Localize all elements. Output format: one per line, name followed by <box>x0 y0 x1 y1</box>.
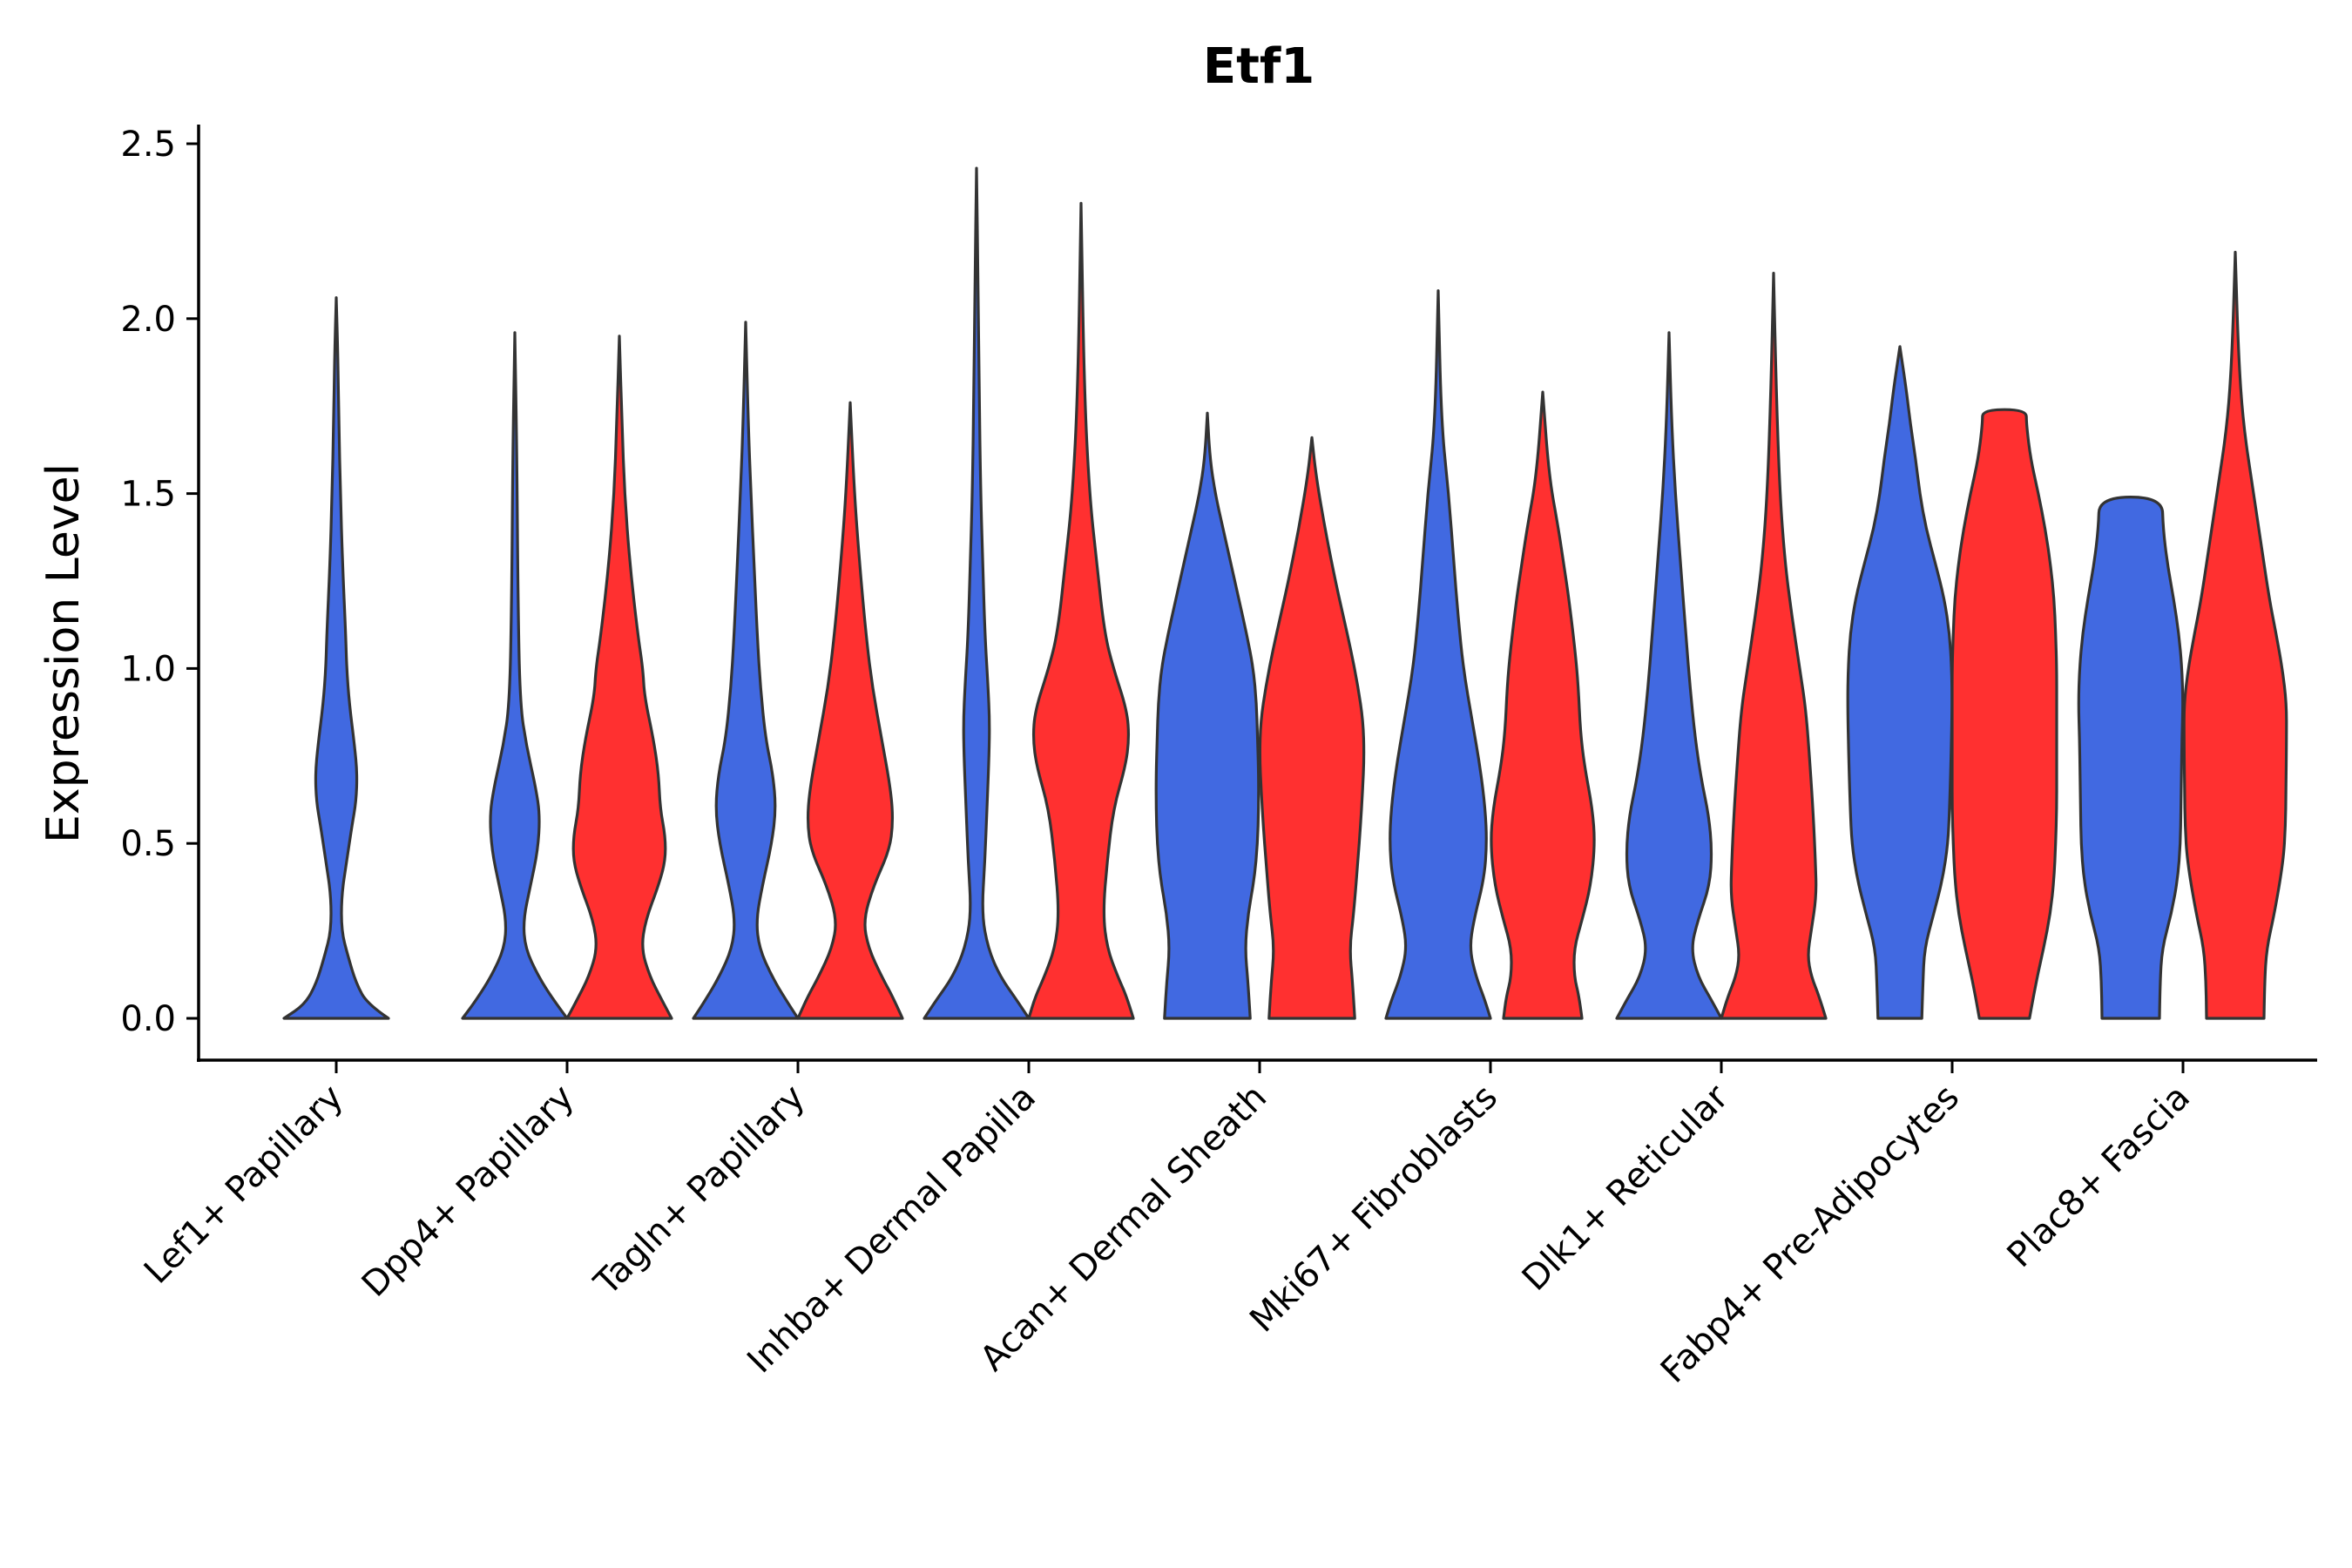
violin-blue-7 <box>1846 345 1954 1020</box>
y-axis-label: Expression Level <box>37 463 90 843</box>
violin-red-2 <box>796 401 904 1020</box>
violin-blue-8 <box>2077 496 2185 1020</box>
violins-group <box>282 166 2288 1020</box>
chart-title: Etf1 <box>1203 38 1315 95</box>
violin-blue-6 <box>1615 331 1723 1020</box>
y-tick-label: 0.5 <box>120 824 176 864</box>
violin-blue-3 <box>923 166 1031 1020</box>
violin-red-5 <box>1490 390 1596 1020</box>
violin-red-1 <box>565 335 673 1020</box>
violin-blue-4 <box>1154 411 1260 1020</box>
x-tick-label: Tagln+ Papillary <box>586 1078 813 1304</box>
y-tick-label: 2.5 <box>120 125 176 165</box>
violin-red-7 <box>1950 408 2058 1020</box>
x-tick-label: Dpp4+ Papillary <box>355 1078 582 1305</box>
x-tick-label: Lef1+ Papillary <box>137 1078 351 1292</box>
violin-blue-5 <box>1384 289 1492 1020</box>
y-ticks-group: 0.0 0.5 1.0 1.5 2.0 2.5 <box>120 125 199 1039</box>
y-tick-label: 1.5 <box>120 475 176 515</box>
x-tick-label: Dlk1+ Reticular <box>1515 1077 1737 1299</box>
violin-red-4 <box>1258 436 1366 1020</box>
x-tick-label: Plac8+ Fascia <box>2000 1078 2199 1276</box>
violin-blue-1 <box>461 331 569 1020</box>
y-tick-label: 1.0 <box>120 649 176 689</box>
violin-red-8 <box>2182 250 2288 1020</box>
x-ticks-group: Lef1+ Papillary Dpp4+ Papillary Tagln+ Pap… <box>137 1060 2198 1391</box>
violin-blue-2 <box>692 321 800 1020</box>
y-tick-label: 2.0 <box>120 300 176 340</box>
axes-group <box>197 125 2317 1062</box>
violin-blue-0 <box>282 296 390 1020</box>
y-tick-label: 0.0 <box>120 999 176 1039</box>
violin-red-3 <box>1027 201 1135 1020</box>
x-tick-label: Mki67+ Fibroblasts <box>1242 1078 1505 1341</box>
violin-red-6 <box>1720 272 1828 1020</box>
